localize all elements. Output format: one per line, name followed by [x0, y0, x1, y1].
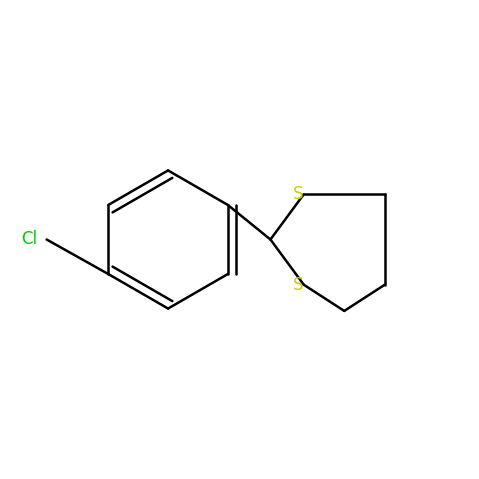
Text: S: S — [293, 185, 304, 203]
Text: Cl: Cl — [21, 230, 37, 249]
Text: S: S — [293, 276, 304, 294]
